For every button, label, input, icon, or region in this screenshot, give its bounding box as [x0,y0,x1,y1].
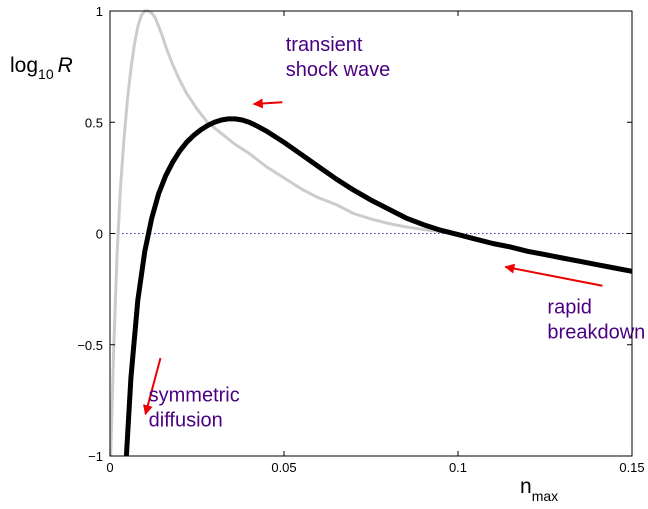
y-axis-label: log10 R [10,54,73,82]
x-axis-label: nmax [520,475,558,504]
y-tick-label: 0.5 [85,115,103,130]
annotation-1-line-2: shock wave [286,59,391,81]
annotation-1: transient shock wave [286,34,391,81]
y-axis-label-variable: R [58,54,73,77]
annotation-arrow-3 [142,357,162,416]
x-tick-label: 0.15 [619,460,644,475]
annotation-3-line-2: diffusion [149,409,223,431]
annotation-1-line-1: transient [286,34,363,56]
y-tick-label: −0.5 [77,338,103,353]
annotation-2: rapid breakdown [547,297,645,344]
y-tick-label: 1 [96,4,103,19]
x-axis-label-base: n [520,475,532,498]
series-line-2 [123,116,633,457]
y-axis-label-subscript: 10 [38,66,54,82]
annotation-arrow-1 [252,98,283,109]
y-tick-label: 0 [96,227,103,242]
x-tick-label: 0 [106,460,113,475]
y-axis-label-prefix: log [10,54,38,77]
x-tick-label: 0.1 [449,460,467,475]
annotation-3-line-1: symmetric [149,384,240,406]
x-axis-label-subscript: max [532,488,558,504]
annotation-arrow-2 [504,263,603,287]
y-tick-label: −1 [88,449,103,464]
annotation-2-line-1: rapid [547,297,591,319]
series-line-1 [109,9,459,457]
annotation-2-line-2: breakdown [547,322,645,344]
annotation-3: symmetric diffusion [149,384,240,431]
x-tick-label: 0.05 [271,460,296,475]
